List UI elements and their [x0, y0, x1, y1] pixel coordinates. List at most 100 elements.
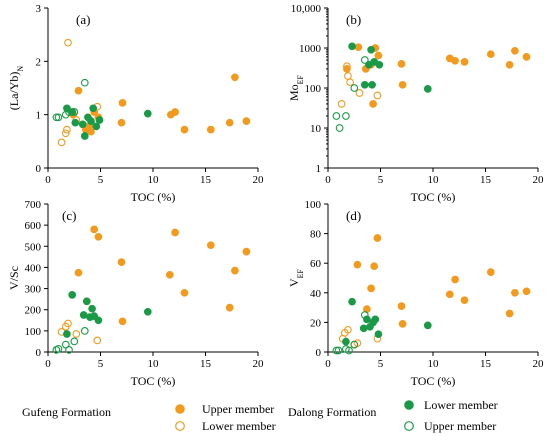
data-point [360, 80, 369, 89]
y-tick-label: 600 [25, 220, 42, 232]
data-point [342, 337, 350, 346]
data-point [80, 132, 89, 140]
x-tick-label: 5 [378, 358, 384, 370]
legend-dalong-title: Dalong Formation [288, 405, 376, 419]
data-point [89, 104, 98, 113]
panel-label: (a) [76, 12, 90, 27]
x-tick-label: 15 [480, 358, 492, 370]
x-tick-label: 10 [148, 174, 160, 186]
data-point [355, 89, 364, 97]
y-tick-label: 60 [310, 258, 322, 270]
legend-dalong-upper-label: Upper member [424, 419, 496, 433]
series-dalong_upper [52, 327, 89, 354]
data-point [82, 297, 91, 306]
panel-label: (d) [346, 208, 361, 223]
y-axis-title: MoEF [287, 74, 305, 101]
data-point [90, 225, 99, 234]
data-point [74, 268, 83, 277]
series-dalong_lower [342, 297, 432, 346]
data-point [70, 337, 79, 346]
x-tick-label: 5 [98, 358, 104, 370]
series-gufeng_upper [74, 225, 251, 326]
data-point [397, 60, 406, 68]
data-point [348, 42, 356, 51]
data-point [171, 108, 179, 116]
series-dalong_lower [63, 104, 152, 140]
x-tick-label: 0 [45, 174, 51, 186]
data-point [343, 65, 351, 73]
data-point [353, 260, 362, 269]
data-point [360, 56, 369, 64]
data-point [375, 60, 384, 69]
data-point [117, 258, 126, 266]
series-dalong_upper [332, 311, 369, 355]
data-point [180, 288, 189, 297]
data-point [54, 344, 63, 353]
data-point [423, 85, 432, 93]
panel-label: (b) [346, 12, 361, 27]
x-axis-title: TOC (%) [131, 374, 176, 388]
data-point [345, 346, 353, 355]
data-point [143, 109, 152, 118]
y-tick-label: 200 [25, 305, 42, 317]
y-tick-label: 100 [305, 83, 322, 95]
data-point [65, 108, 73, 116]
y-axis-title: (La/Yb)N [7, 66, 25, 111]
x-tick-label: 5 [98, 174, 104, 186]
data-point [72, 330, 81, 338]
series-dalong_upper [332, 56, 369, 132]
data-point [78, 120, 87, 129]
data-point [231, 266, 239, 275]
data-point [332, 346, 341, 355]
y-tick-label: 20 [310, 317, 322, 329]
x-tick-label: 0 [325, 174, 331, 186]
legend-dalong-upper-marker [404, 421, 414, 431]
data-point [64, 38, 72, 47]
data-point [359, 324, 368, 333]
legend-dalong-lower-marker [404, 400, 414, 410]
data-point [118, 317, 127, 326]
data-point [71, 118, 80, 127]
data-point [118, 99, 127, 107]
legend-gufeng-lower-label: Lower member [202, 419, 276, 433]
data-point [367, 45, 375, 54]
data-point [344, 325, 352, 334]
legend-gufeng-upper-marker [175, 404, 185, 414]
data-point [344, 72, 352, 80]
data-point [74, 86, 83, 95]
data-point [64, 319, 72, 328]
data-point [165, 270, 174, 279]
series-dalong_lower [348, 42, 432, 93]
data-point [350, 340, 359, 349]
x-tick-label: 0 [325, 358, 331, 370]
data-point [206, 241, 215, 250]
data-point [87, 127, 95, 136]
x-tick-label: 15 [480, 174, 492, 186]
data-point [343, 62, 351, 71]
legend-gufeng-lower-marker [175, 421, 185, 431]
y-tick-label: 2 [36, 56, 42, 68]
data-point [342, 112, 350, 120]
data-point [451, 56, 459, 65]
x-tick-label: 10 [428, 358, 440, 370]
data-point [65, 346, 73, 354]
series-gufeng_upper [343, 43, 531, 108]
legend-gufeng-title: Gufeng Formation [22, 405, 111, 419]
y-tick-label: 0 [36, 163, 42, 175]
data-point [451, 275, 459, 284]
data-point [57, 138, 66, 147]
y-tick-label: 1 [36, 110, 42, 122]
x-tick-label: 20 [253, 174, 265, 186]
data-point [445, 290, 454, 299]
series-gufeng_upper [353, 234, 531, 328]
data-point [522, 287, 531, 296]
data-point [70, 108, 79, 116]
data-point [505, 309, 514, 318]
data-point [350, 84, 359, 92]
data-point [354, 43, 363, 52]
x-axis-title: TOC (%) [411, 190, 456, 204]
series-gufeng_lower [337, 62, 382, 108]
series-dalong_upper [52, 78, 89, 122]
data-point [460, 296, 469, 305]
